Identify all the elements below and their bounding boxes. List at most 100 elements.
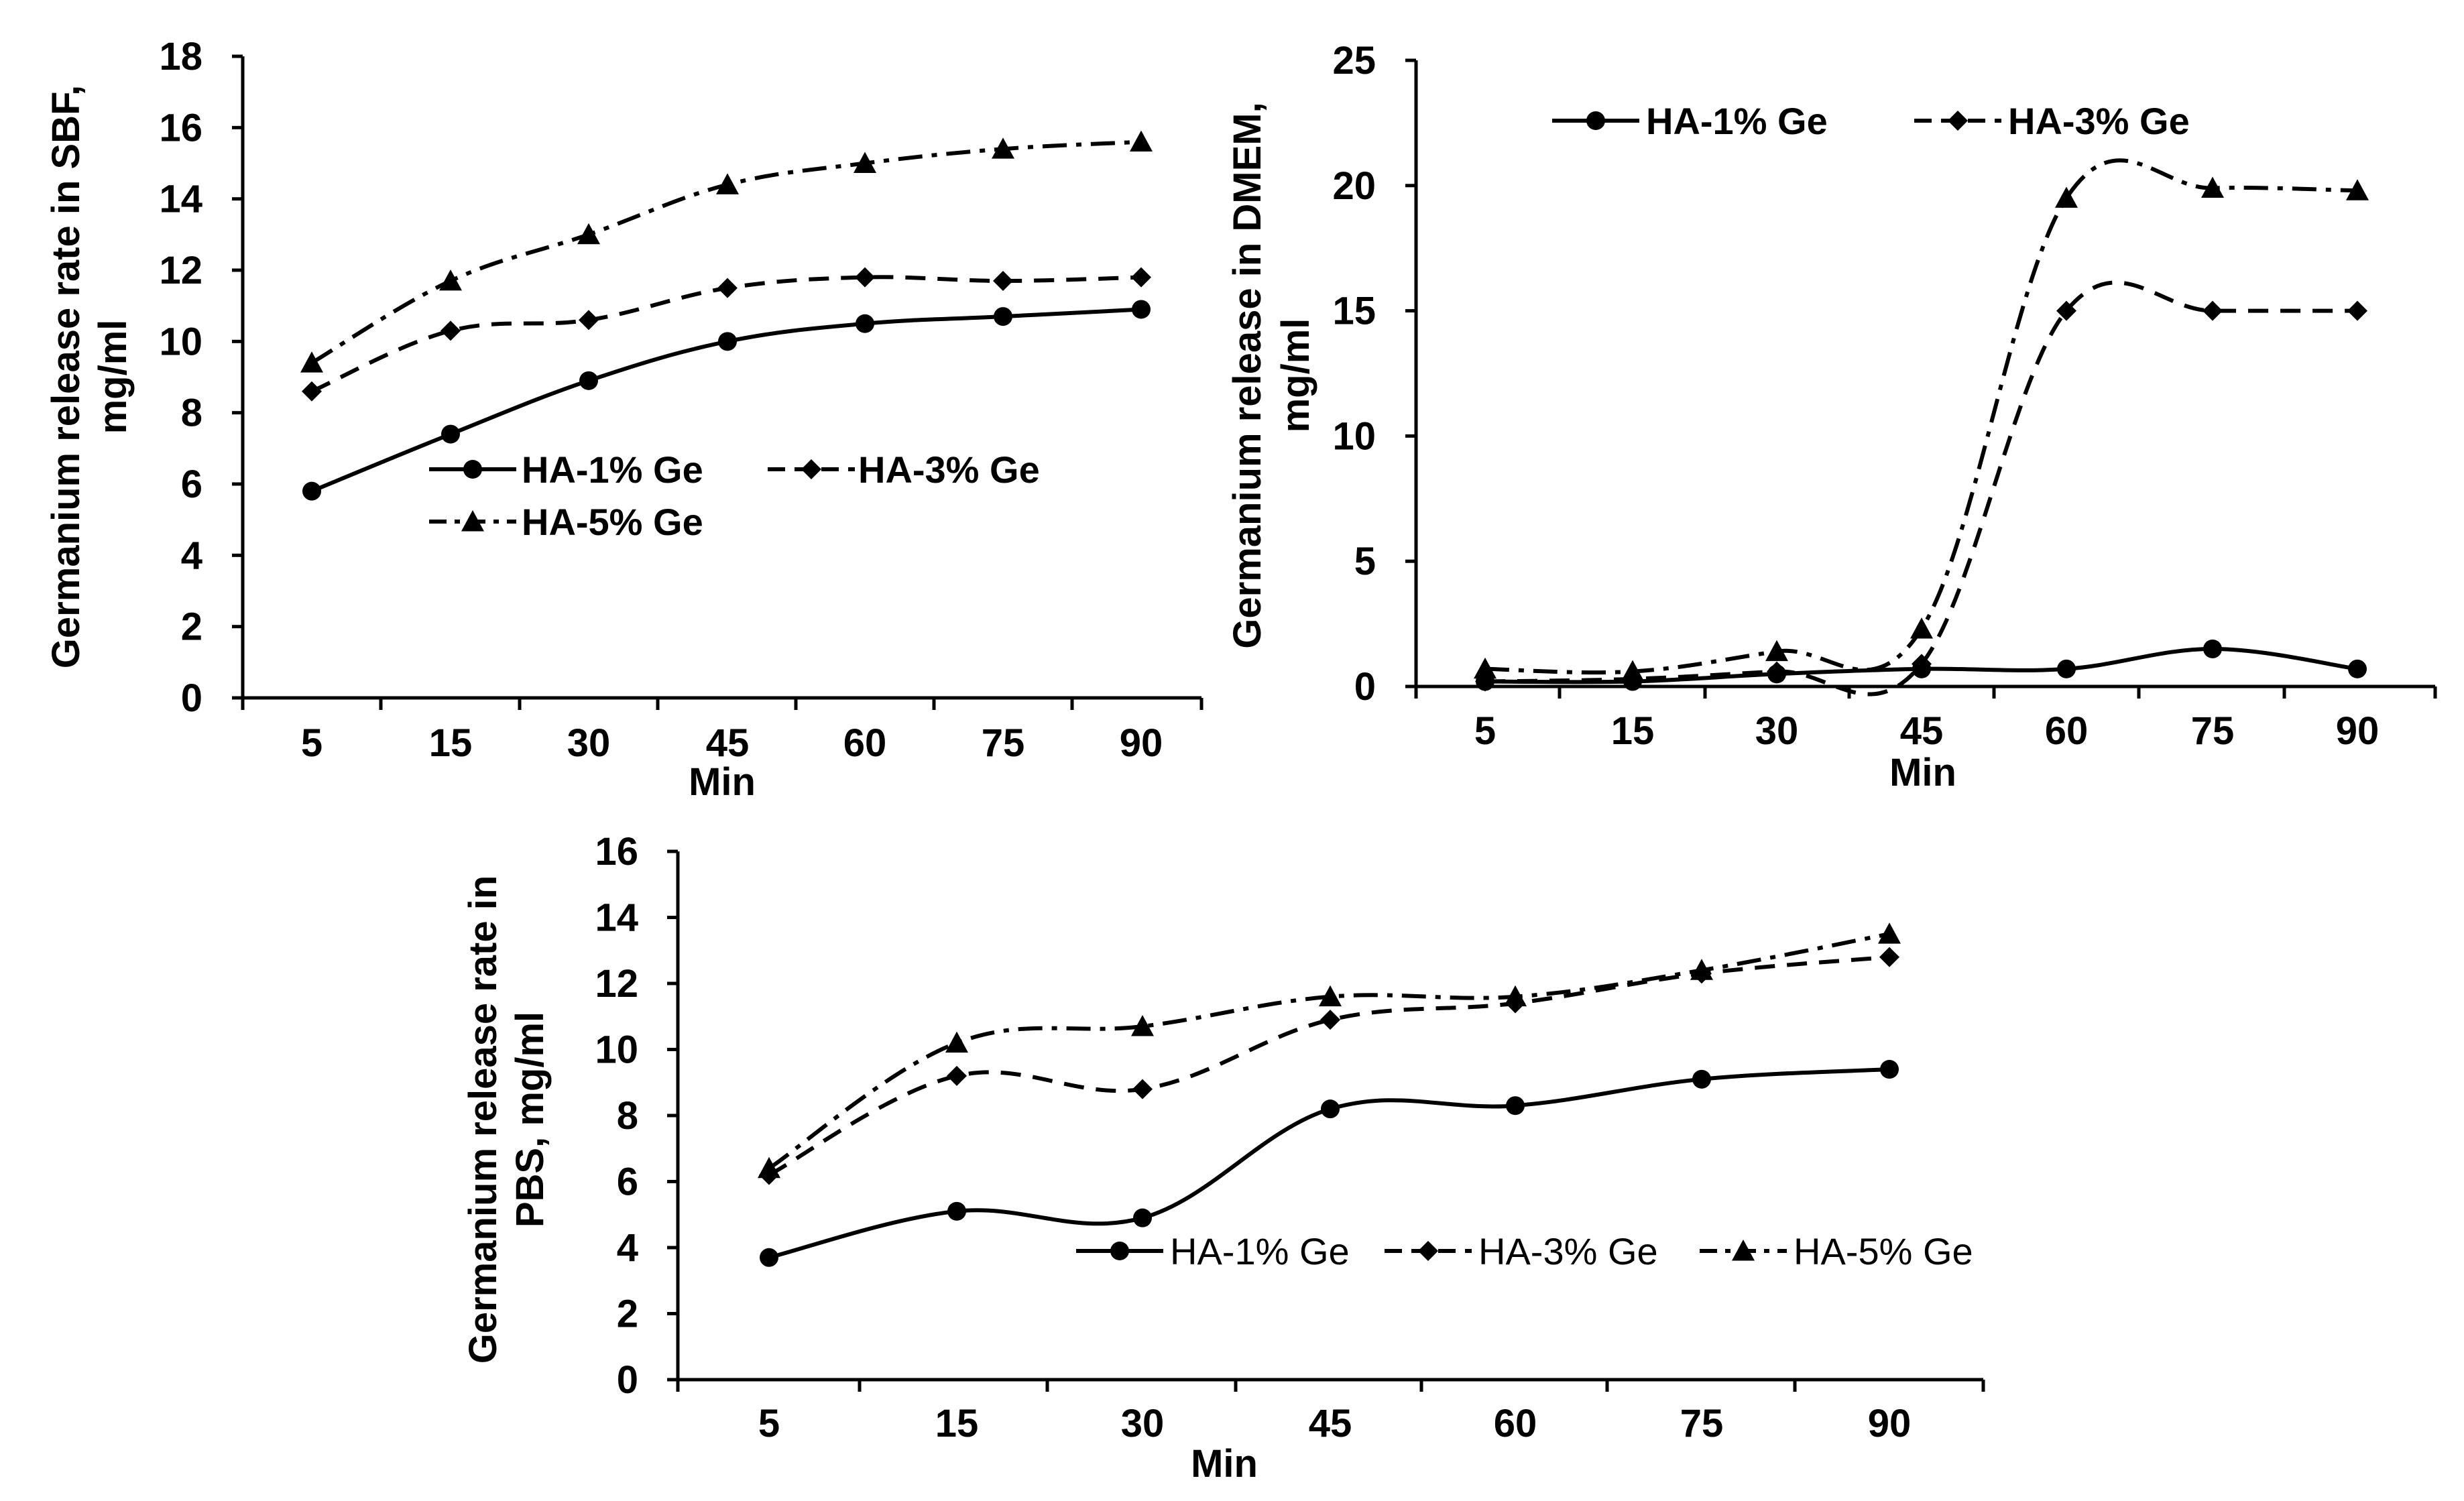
series-line xyxy=(768,932,1890,1170)
y-axis-title-line1: Germanium release in DMEM, xyxy=(1226,102,1269,648)
legend-label: HA-1% Ge xyxy=(522,448,703,491)
series-line xyxy=(768,1067,1890,1260)
series-ha-1-ge xyxy=(760,1060,1899,1267)
data-point xyxy=(300,351,323,373)
y-tick-label: 6 xyxy=(181,463,202,506)
legend-label: HA-3% Ge xyxy=(858,448,1040,491)
legend-label: HA-3% Ge xyxy=(1478,1230,1658,1272)
x-tick-label: 5 xyxy=(301,721,322,765)
data-point xyxy=(1880,1060,1899,1079)
data-point xyxy=(994,307,1012,326)
legend-entry: HA-1% Ge xyxy=(429,448,703,491)
data-point xyxy=(579,310,599,331)
y-tick-label: 10 xyxy=(595,1028,638,1072)
series-ha-3-ge xyxy=(302,267,1151,402)
series-ha-5-ge xyxy=(758,922,1901,1179)
data-point xyxy=(1506,1096,1525,1116)
chart-sbf: 0 2 4 6 8 10 12 14 16 18 5 15 30 45 60 75 90 Min Germanium… xyxy=(44,35,1204,804)
y-tick-label: 16 xyxy=(595,830,638,874)
data-point xyxy=(947,1065,967,1086)
data-point xyxy=(1910,617,1933,639)
data-point xyxy=(439,269,462,291)
x-tick-label: 30 xyxy=(567,721,611,765)
y-tick-label: 20 xyxy=(1332,164,1376,208)
y-tick-label: 25 xyxy=(1332,39,1376,82)
data-point xyxy=(1474,657,1497,679)
data-point xyxy=(1504,985,1527,1007)
data-point xyxy=(441,424,460,444)
data-point xyxy=(2057,659,2076,678)
data-point xyxy=(1320,1010,1340,1030)
x-tick-label: 5 xyxy=(1474,709,1496,753)
legend-label: HA-1% Ge xyxy=(1170,1230,1350,1272)
series-line xyxy=(1484,158,2358,675)
y-tick-label: 14 xyxy=(595,896,638,940)
x-tick-label: 75 xyxy=(982,721,1025,765)
legend-label: HA-5% Ge xyxy=(522,501,703,543)
x-axis-title: Min xyxy=(1191,1442,1258,1486)
legend-entry: HA-3% Ge xyxy=(768,448,1040,491)
data-point xyxy=(302,481,321,501)
legend-swatch-marker xyxy=(1418,1241,1438,1261)
data-point xyxy=(947,1201,966,1221)
x-tick-label: 90 xyxy=(2336,709,2380,753)
data-point xyxy=(1912,654,1932,674)
data-point xyxy=(1767,661,1787,682)
data-point xyxy=(856,314,874,333)
x-tick-label: 15 xyxy=(935,1402,979,1445)
legend-label: HA-3% Ge xyxy=(2008,100,2190,142)
y-tick-label: 0 xyxy=(1354,665,1376,709)
y-tick-label: 6 xyxy=(617,1160,638,1204)
legend-entry: HA-5% Ge xyxy=(429,501,703,543)
x-tick-label: 30 xyxy=(1121,1402,1165,1445)
series-ha-5-ge xyxy=(300,130,1153,373)
data-point xyxy=(2203,300,2223,321)
legend-swatch-marker xyxy=(461,510,484,532)
data-point xyxy=(854,152,876,173)
x-tick-label: 15 xyxy=(429,721,473,765)
data-point xyxy=(855,267,875,288)
series-line xyxy=(1484,280,2357,697)
legend-swatch-marker xyxy=(1732,1240,1755,1261)
y-tick-label: 12 xyxy=(159,249,202,292)
data-point xyxy=(717,278,738,298)
data-point xyxy=(1878,922,1901,944)
data-point xyxy=(1765,640,1788,662)
series-ha-3-ge xyxy=(759,947,1899,1185)
data-point xyxy=(1690,959,1713,980)
data-point xyxy=(577,223,600,245)
y-tick-label: 0 xyxy=(617,1358,638,1402)
data-point xyxy=(1131,267,1151,288)
data-point xyxy=(1321,1099,1340,1119)
legend-swatch-marker xyxy=(1586,111,1605,130)
y-tick-label: 4 xyxy=(617,1226,638,1270)
data-point xyxy=(716,173,739,194)
data-point xyxy=(1132,300,1151,319)
y-tick-label: 16 xyxy=(159,106,202,149)
y-tick-label: 2 xyxy=(617,1293,638,1336)
legend-label: HA-1% Ge xyxy=(1646,100,1828,142)
data-point xyxy=(992,137,1014,159)
y-tick-label: 0 xyxy=(181,676,202,720)
data-point xyxy=(2347,300,2367,321)
series-line xyxy=(310,139,1142,365)
legend-entry: HA-3% Ge xyxy=(1914,100,2190,142)
data-point xyxy=(2201,176,2224,198)
data-point xyxy=(2348,659,2367,678)
y-tick-label: 10 xyxy=(159,320,202,363)
data-point xyxy=(945,1031,968,1053)
data-point xyxy=(2056,300,2076,321)
x-tick-label: 60 xyxy=(1494,1402,1537,1445)
data-point xyxy=(441,320,461,341)
series-ha-1-ge xyxy=(302,300,1151,501)
data-point xyxy=(1692,1069,1711,1089)
data-point xyxy=(993,270,1013,291)
data-point xyxy=(760,1248,778,1267)
y-axis-title-line2: mg/ml xyxy=(91,320,135,434)
data-point xyxy=(718,332,737,351)
y-tick-label: 2 xyxy=(181,605,202,649)
legend-swatch-marker xyxy=(801,459,821,479)
y-axis-title-line2: mg/ml xyxy=(1274,318,1317,433)
x-tick-label: 15 xyxy=(1611,709,1655,753)
